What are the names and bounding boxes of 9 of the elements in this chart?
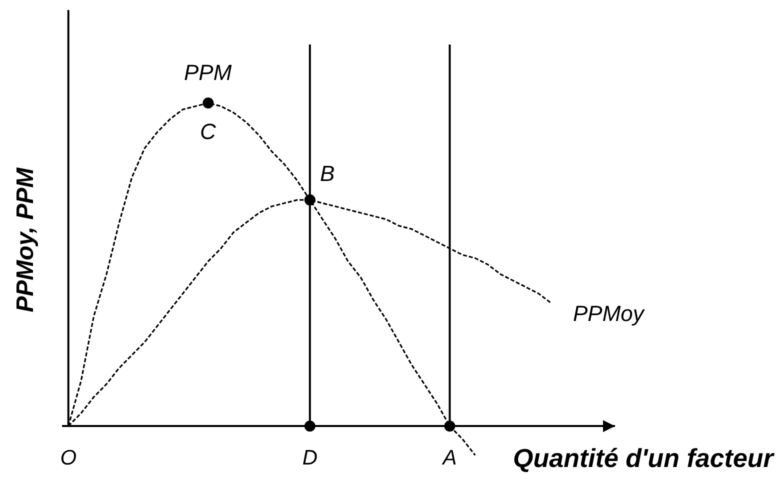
annotation: C [200,119,216,144]
x-tick-label: O [60,446,77,470]
annotation: B [320,161,335,186]
series-label: PPM [184,60,232,85]
x-axis-title: Quantité d'un facteur [513,443,776,473]
y-axis-title: PPMoy, PPM [12,166,40,312]
x-tick-label: A [440,446,457,470]
series-label: PPMoy [573,301,646,326]
x-tick-label: D [302,446,318,470]
